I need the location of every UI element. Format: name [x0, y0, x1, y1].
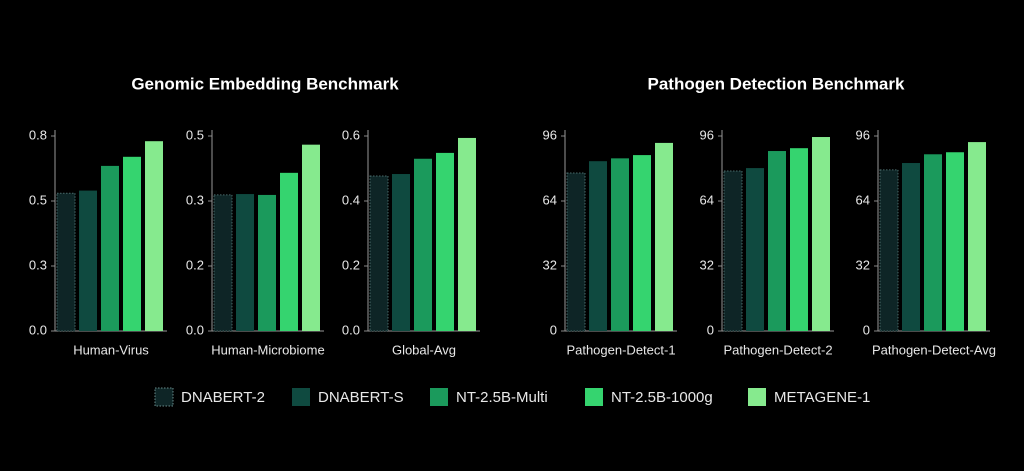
bar: [392, 174, 410, 331]
legend-swatch: [292, 388, 310, 406]
x-label: Pathogen-Detect-1: [566, 342, 675, 357]
y-tick-label: 32: [856, 257, 870, 272]
bar: [458, 137, 476, 331]
x-label: Human-Virus: [73, 342, 149, 357]
group-title: Genomic Embedding Benchmark: [131, 74, 399, 93]
y-tick-label: 0.5: [29, 192, 47, 207]
y-tick-label: 0: [550, 322, 557, 337]
legend-label: METAGENE-1: [774, 389, 870, 406]
x-label: Global-Avg: [392, 342, 456, 357]
y-tick-label: 0.3: [186, 192, 204, 207]
bar: [566, 172, 586, 332]
bar: [746, 168, 764, 331]
y-tick-label: 64: [856, 192, 870, 207]
bar: [258, 194, 276, 331]
y-tick-label: 96: [856, 127, 870, 142]
y-tick-label: 0.6: [342, 127, 360, 142]
y-tick-label: 0.0: [342, 322, 360, 337]
bar: [946, 152, 964, 331]
bar: [633, 155, 651, 331]
legend-label: DNABERT-2: [181, 389, 265, 406]
x-label: Pathogen-Detect-2: [723, 342, 832, 357]
legend-swatch: [154, 387, 174, 407]
y-tick-label: 32: [543, 257, 557, 272]
x-label: Human-Microbiome: [211, 342, 324, 357]
y-tick-label: 0.0: [29, 322, 47, 337]
legend-label: NT-2.5B-1000g: [611, 389, 713, 406]
y-tick-label: 0.4: [342, 192, 360, 207]
y-tick-label: 96: [543, 127, 557, 142]
bar: [768, 151, 786, 331]
y-tick-label: 64: [700, 192, 714, 207]
y-tick-label: 0.8: [29, 127, 47, 142]
legend-label: DNABERT-S: [318, 389, 404, 406]
bar: [123, 156, 141, 331]
y-tick-label: 0.2: [186, 257, 204, 272]
bar: [589, 161, 607, 331]
y-tick-label: 32: [700, 257, 714, 272]
bar: [879, 169, 899, 332]
bar: [790, 148, 808, 331]
bar: [723, 170, 743, 332]
y-tick-label: 64: [543, 192, 557, 207]
bar: [145, 141, 163, 331]
y-tick-label: 0: [863, 322, 870, 337]
legend-swatch: [430, 388, 448, 406]
y-tick-label: 0.3: [29, 257, 47, 272]
bar: [611, 158, 629, 331]
bar: [655, 142, 673, 331]
x-label: Pathogen-Detect-Avg: [872, 342, 996, 357]
bar: [968, 142, 986, 331]
bar: [414, 158, 432, 331]
y-tick-label: 96: [700, 127, 714, 142]
legend-label: NT-2.5B-Multi: [456, 389, 548, 406]
bar: [436, 152, 454, 331]
bar: [924, 154, 942, 331]
legend-swatch: [748, 388, 766, 406]
y-tick-label: 0.5: [186, 127, 204, 142]
bar: [236, 194, 254, 331]
y-tick-label: 0: [707, 322, 714, 337]
bar: [79, 190, 97, 331]
legend-swatch: [585, 388, 603, 406]
bar: [101, 165, 119, 331]
bar: [369, 175, 389, 332]
bar: [56, 192, 76, 332]
group-title: Pathogen Detection Benchmark: [648, 74, 905, 93]
y-tick-label: 0.2: [342, 257, 360, 272]
bar: [302, 144, 320, 331]
y-tick-label: 0.0: [186, 322, 204, 337]
bar: [213, 194, 233, 332]
bar: [902, 163, 920, 331]
bar: [280, 172, 298, 331]
bar: [812, 137, 830, 331]
